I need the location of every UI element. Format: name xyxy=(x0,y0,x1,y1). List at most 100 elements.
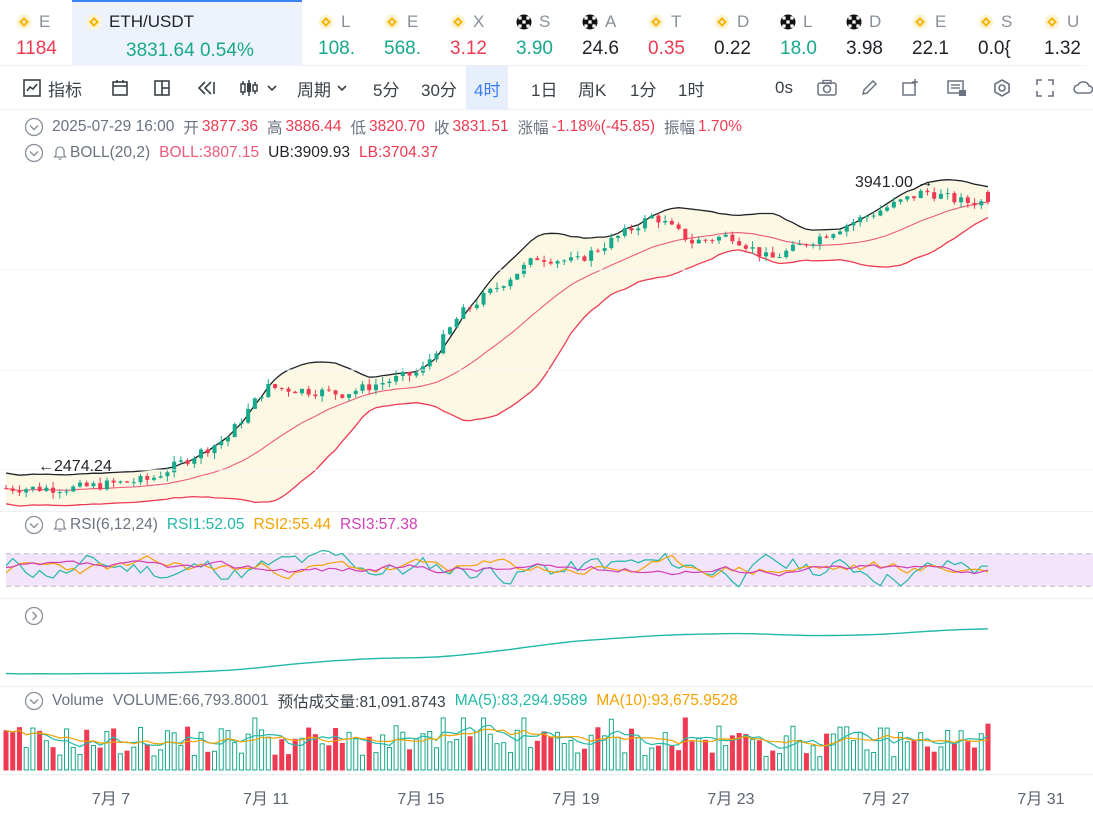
candle xyxy=(333,389,338,400)
period-dropdown[interactable]: 周期 xyxy=(297,66,348,110)
rsi-info-line: RSI(6,12,24) RSI1:52.05 RSI2:55.44 RSI3:… xyxy=(24,514,427,536)
ticker-price: 24.6 xyxy=(582,38,619,59)
fullscreen-button[interactable] xyxy=(1035,66,1055,110)
rsi1-line xyxy=(5,549,989,588)
volume-bar xyxy=(918,732,924,771)
countdown-label: 0s xyxy=(775,78,793,97)
ticker-item[interactable]: X 3.12 xyxy=(450,0,510,66)
ticker-item[interactable]: S 0.0{ xyxy=(978,0,1038,66)
volume-bar xyxy=(279,739,285,771)
volume-bar xyxy=(265,736,271,771)
bell-icon[interactable] xyxy=(52,145,68,161)
volume-bar xyxy=(904,741,910,771)
volume-bar xyxy=(474,731,480,771)
grid-layout-button[interactable] xyxy=(152,66,172,110)
candle xyxy=(562,259,567,266)
indicator-button[interactable]: 指标 xyxy=(22,66,82,110)
candle xyxy=(219,436,224,449)
volume-bar xyxy=(588,734,594,771)
indicator-pane[interactable] xyxy=(0,598,1093,686)
candle xyxy=(838,229,843,235)
timeframe-tab[interactable]: 5分 xyxy=(373,80,400,100)
ticker-item[interactable]: U 1.32 xyxy=(1044,0,1093,66)
settings-button[interactable] xyxy=(992,66,1012,110)
cloud-button[interactable] xyxy=(1072,66,1093,110)
candlestick-icon xyxy=(240,80,258,96)
candle xyxy=(212,444,217,460)
ticker-item[interactable]: L 108. xyxy=(318,0,378,66)
binance-coin-icon xyxy=(714,14,730,30)
ticker-symbol-row: E xyxy=(384,12,418,32)
volume-bar xyxy=(877,727,883,771)
bell-icon[interactable] xyxy=(52,517,68,533)
ticker-item[interactable]: S 3.90 xyxy=(516,0,576,66)
close-value: 3831.51 xyxy=(452,118,509,135)
rsi-name: RSI(6,12,24) xyxy=(70,516,158,533)
candle xyxy=(898,198,903,205)
candle xyxy=(239,418,244,429)
candle xyxy=(891,197,896,209)
timeframe-tab[interactable]: 4时 xyxy=(466,66,509,110)
candlestick-chart[interactable] xyxy=(0,110,1093,510)
rsi-chart[interactable] xyxy=(0,512,1093,598)
screenshot-button[interactable] xyxy=(816,66,838,110)
high-price-marker: 3941.00 → xyxy=(855,174,933,192)
timeframe-tab[interactable]: 周K xyxy=(578,80,607,100)
candle xyxy=(373,378,378,395)
ticker-item[interactable]: E 22.1 xyxy=(912,0,972,66)
ticker-item[interactable]: D 0.22 xyxy=(714,0,774,66)
ticker-item[interactable]: A 24.6 xyxy=(582,0,642,66)
candle xyxy=(246,403,251,425)
volume-bar xyxy=(676,750,682,771)
open-value: 3877.36 xyxy=(201,118,258,135)
volume-bar xyxy=(951,743,957,771)
timeframe-tab[interactable]: 1时 xyxy=(678,80,705,100)
volume-bar xyxy=(97,747,103,771)
collapse-toggle-icon[interactable] xyxy=(24,117,44,137)
volume-bar xyxy=(608,718,614,771)
candle xyxy=(273,383,278,390)
volume-bar xyxy=(138,727,144,771)
volume-pane[interactable] xyxy=(0,686,1093,774)
collapse-toggle-icon[interactable] xyxy=(24,143,44,163)
arrow-right-icon: → xyxy=(917,174,934,191)
candle xyxy=(952,191,957,205)
close-label: 收 xyxy=(434,120,450,137)
expand-toggle-icon[interactable] xyxy=(24,606,44,626)
timeframe-tab[interactable]: 1日 xyxy=(531,80,558,100)
volume-info-line: Volume VOLUME:66,793.8001 预估成交量:81,091.8… xyxy=(24,690,747,712)
timeframe-tab[interactable]: 1分 xyxy=(630,80,657,100)
template-button[interactable] xyxy=(946,66,968,110)
add-indicator-button[interactable] xyxy=(900,66,920,110)
boll-upper-line xyxy=(5,179,989,476)
ticker-item[interactable]: D 3.98 xyxy=(846,0,906,66)
ticker-item[interactable]: ETH/USDT 3831.64 0.54% xyxy=(72,0,302,66)
candle xyxy=(205,447,210,457)
timeframe-tab[interactable]: 30分 xyxy=(421,80,457,100)
volume-chart[interactable] xyxy=(0,686,1093,774)
candle xyxy=(690,233,695,249)
layout-icon-button[interactable] xyxy=(110,66,130,110)
collapse-toggle-icon[interactable] xyxy=(24,691,44,711)
replay-button[interactable] xyxy=(195,66,217,110)
draw-button[interactable] xyxy=(859,66,879,110)
collapse-toggle-icon[interactable] xyxy=(24,515,44,535)
ticker-item[interactable]: T 0.35 xyxy=(648,0,708,66)
indicator-line-chart[interactable] xyxy=(0,598,1093,686)
pane-divider xyxy=(0,511,1093,512)
chart-type-dropdown[interactable] xyxy=(238,66,278,110)
candle xyxy=(743,243,748,252)
ticker-symbol-row: ETH/USDT xyxy=(86,12,194,32)
low-label: 低 xyxy=(350,120,366,137)
volume-bar xyxy=(810,745,816,771)
ticker-item[interactable]: L 18.0 xyxy=(780,0,840,66)
volume-bar xyxy=(10,732,16,771)
countdown-button[interactable]: 0s xyxy=(775,66,793,110)
price-chart-pane[interactable]: 3941.00 → ←2474.24 xyxy=(0,110,1093,510)
ticker-item[interactable]: E 1184 xyxy=(16,0,76,66)
candle xyxy=(777,253,782,259)
volume-bar xyxy=(487,733,493,771)
ticker-item[interactable]: E 568. xyxy=(384,0,444,66)
volume-bar xyxy=(507,752,513,771)
rsi-pane[interactable] xyxy=(0,512,1093,598)
